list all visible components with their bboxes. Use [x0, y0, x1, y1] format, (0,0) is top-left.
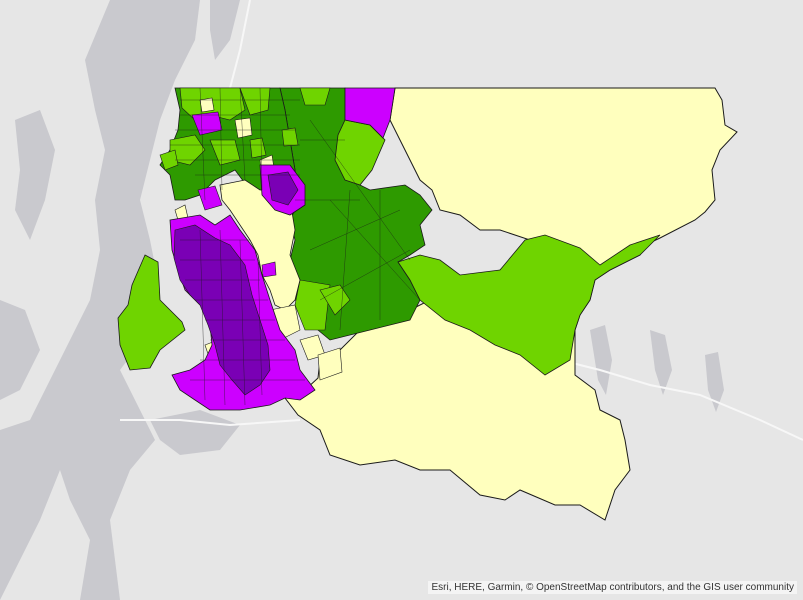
region-vashon-island	[117, 254, 186, 371]
basemap-roads	[120, 0, 803, 441]
region-south-top	[173, 224, 271, 396]
region-small-high	[261, 261, 277, 278]
region-northeast-high	[344, 87, 396, 139]
tract-boundaries	[170, 87, 421, 406]
basemap-water	[0, 0, 724, 600]
region-west-high	[197, 185, 223, 211]
region-snoqualmie-pass	[397, 234, 661, 376]
region-northwest-light-patches	[159, 87, 351, 331]
map-attribution[interactable]: Esri, HERE, Garmin, © OpenStreetMap cont…	[428, 581, 797, 594]
region-north-top	[267, 171, 299, 206]
